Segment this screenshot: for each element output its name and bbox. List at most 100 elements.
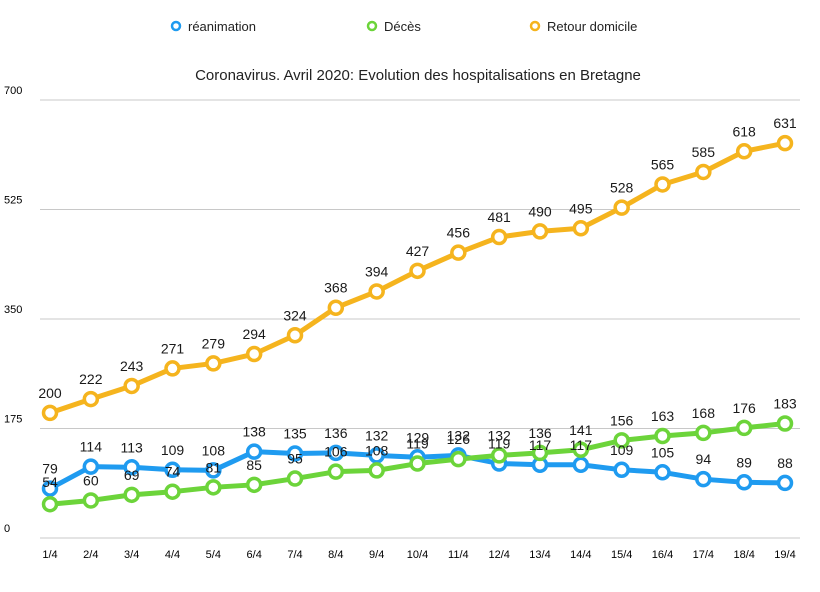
data-label: 631 [773, 115, 797, 131]
data-label: 119 [488, 436, 511, 452]
data-label: 109 [610, 442, 634, 458]
data-point [531, 223, 549, 240]
data-label: 427 [406, 243, 430, 259]
x-tick-label: 13/4 [529, 549, 550, 561]
data-label: 528 [610, 180, 634, 196]
grid [40, 99, 800, 539]
data-point [409, 455, 426, 472]
data-point [735, 474, 753, 491]
x-tick-label: 5/4 [206, 549, 221, 561]
data-label: 294 [242, 326, 266, 342]
data-point [450, 450, 467, 468]
data-label: 119 [406, 436, 429, 452]
data-label: 200 [38, 385, 62, 401]
y-axis: 0 175 350 525 700 [4, 85, 22, 535]
data-label: 618 [732, 123, 756, 139]
legend-marker [170, 20, 182, 32]
data-label: 168 [692, 405, 716, 421]
data-point [654, 427, 671, 445]
data-point [286, 470, 304, 487]
data-label: 141 [569, 422, 593, 438]
y-tick-label: 350 [4, 304, 22, 316]
data-point [654, 176, 671, 193]
data-point [82, 492, 100, 509]
data-label: 138 [242, 424, 266, 440]
data-label: 129 [406, 429, 430, 445]
legend-marker [529, 20, 541, 32]
x-tick-label: 1/4 [42, 549, 57, 561]
x-tick-label: 14/4 [570, 549, 591, 561]
data-label: 222 [79, 371, 103, 387]
y-tick-label: 700 [4, 85, 22, 97]
data-label: 394 [365, 263, 389, 279]
data-label: 565 [651, 156, 675, 172]
data-point [490, 447, 508, 464]
data-point [82, 458, 100, 475]
x-tick-label: 10/4 [407, 549, 428, 561]
x-tick-label: 4/4 [165, 549, 180, 561]
data-point [82, 390, 100, 408]
x-tick-label: 7/4 [287, 549, 302, 561]
data-point [164, 360, 181, 377]
x-tick-label: 2/4 [83, 549, 98, 561]
data-point [450, 244, 467, 261]
data-label: 243 [120, 358, 144, 374]
data-label: 324 [283, 307, 307, 323]
data-point [531, 444, 549, 462]
legend-label: réanimation [188, 19, 256, 34]
data-label: 481 [487, 209, 511, 225]
data-label: 108 [365, 442, 389, 458]
data-point [123, 486, 140, 504]
data-label: 69 [124, 467, 140, 483]
data-label: 126 [447, 431, 471, 447]
x-tick-label: 9/4 [369, 549, 384, 561]
data-label: 94 [696, 451, 712, 467]
data-label: 108 [202, 442, 226, 458]
data-point [572, 441, 590, 459]
y-tick-label: 0 [4, 523, 10, 535]
data-point [123, 377, 140, 395]
y-tick-label: 175 [4, 414, 22, 426]
legend-marker [366, 20, 378, 32]
data-point [205, 355, 222, 372]
data-point [286, 445, 304, 462]
data-point [572, 456, 590, 474]
data-point [245, 476, 263, 494]
data-point [735, 143, 753, 160]
data-label: 368 [324, 280, 348, 296]
data-label: 585 [692, 144, 716, 160]
data-label: 495 [569, 200, 593, 216]
data-label: 79 [42, 461, 58, 477]
data-label: 88 [777, 455, 793, 471]
x-tick-label: 8/4 [328, 549, 343, 561]
data-label: 132 [447, 427, 471, 443]
data-point [735, 419, 753, 437]
data-point [776, 134, 794, 152]
data-label: 95 [287, 451, 303, 467]
legend-label: Retour domicile [547, 19, 637, 34]
chart-title: Coronavirus. Avril 2020: Evolution des h… [195, 67, 641, 84]
data-label: 135 [283, 426, 307, 442]
x-tick-label: 18/4 [733, 549, 754, 561]
x-tick-label: 19/4 [774, 549, 795, 561]
data-point [695, 424, 712, 442]
data-point [613, 199, 630, 216]
data-point [327, 463, 345, 480]
data-point [327, 299, 345, 316]
data-point [205, 479, 222, 496]
data-label: 183 [773, 395, 797, 411]
data-label: 85 [246, 457, 262, 473]
data-point [245, 345, 263, 363]
data-point [123, 459, 140, 476]
data-point [654, 464, 671, 481]
data-point [245, 443, 263, 460]
data-label: 490 [528, 203, 552, 219]
data-label: 113 [121, 439, 144, 455]
data-label: 132 [487, 427, 511, 443]
data-label: 54 [42, 474, 58, 490]
data-label: 176 [732, 400, 756, 416]
data-label: 89 [736, 454, 752, 470]
x-tick-label: 12/4 [488, 549, 509, 561]
data-point [776, 474, 794, 492]
